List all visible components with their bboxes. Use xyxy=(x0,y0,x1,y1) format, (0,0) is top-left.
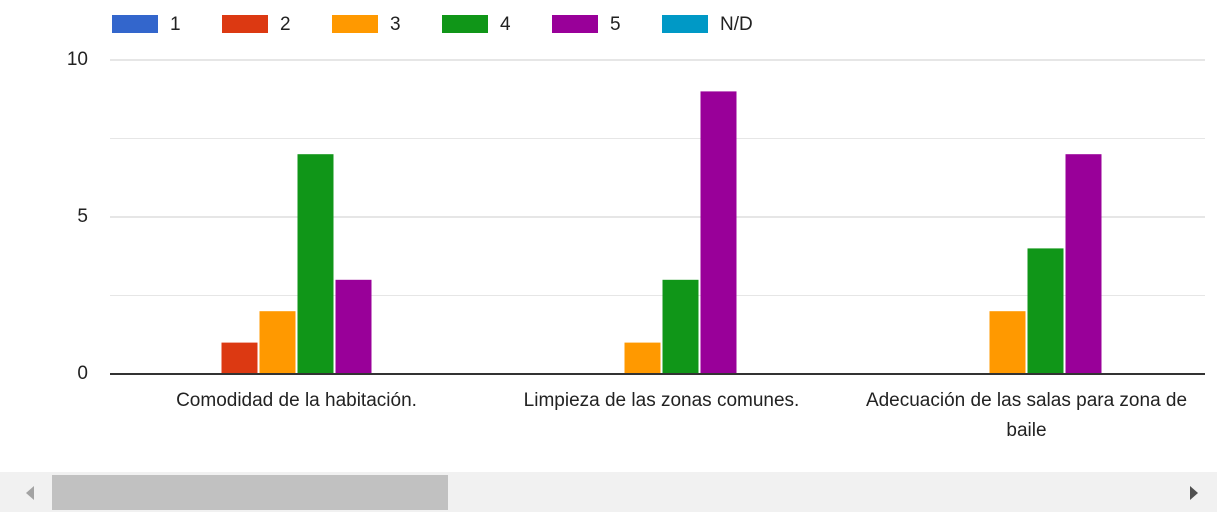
legend-label: 2 xyxy=(280,14,291,35)
bar xyxy=(624,342,661,374)
bar xyxy=(297,154,334,374)
bar xyxy=(989,311,1026,374)
bar xyxy=(259,311,296,374)
bar xyxy=(700,91,737,375)
legend-swatch xyxy=(332,15,378,33)
y-tick-label: 10 xyxy=(67,49,88,70)
scrollbar-thumb[interactable] xyxy=(52,475,448,510)
bar xyxy=(1065,154,1102,374)
legend-swatch xyxy=(552,15,598,33)
legend-swatch xyxy=(112,15,158,33)
x-tick-label: Comodidad de la habitación. xyxy=(176,390,417,411)
legend-label: 3 xyxy=(390,14,401,35)
bar xyxy=(335,279,372,374)
scroll-left[interactable] xyxy=(26,486,34,500)
x-tick-label: Adecuación de las salas para zona de bai… xyxy=(865,390,1188,441)
bar xyxy=(662,279,699,374)
bar xyxy=(221,342,258,374)
legend-label: 4 xyxy=(500,14,511,35)
legend-swatch xyxy=(662,15,708,33)
legend-label: N/D xyxy=(720,14,753,35)
y-tick-label: 0 xyxy=(77,363,88,384)
y-tick-label: 5 xyxy=(77,206,88,227)
legend-label: 1 xyxy=(170,14,181,35)
legend-label: 5 xyxy=(610,14,621,35)
bar xyxy=(1027,248,1064,374)
x-tick-label: Limpieza de las zonas comunes. xyxy=(523,390,800,411)
legend-swatch xyxy=(222,15,268,33)
scroll-right[interactable] xyxy=(1190,486,1198,500)
legend-swatch xyxy=(442,15,488,33)
